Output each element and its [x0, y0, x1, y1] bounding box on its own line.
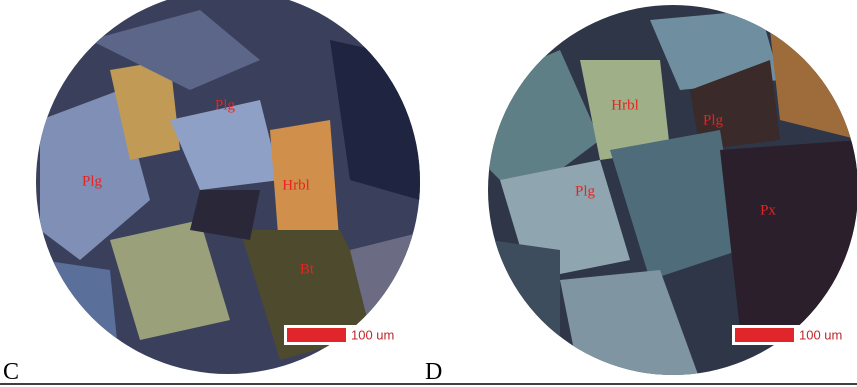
mineral-label: Plg [215, 97, 236, 113]
mineral-label: Bt [300, 261, 315, 277]
mineral-label: Plg [82, 173, 103, 189]
scale-bar-label: 100 um [351, 327, 394, 342]
panel-letter: D [425, 359, 442, 385]
mineral-label: Px [760, 202, 776, 218]
panel-letter: C [3, 359, 19, 385]
mineral-label: Hrbl [611, 97, 639, 113]
figure: Plg Plg Hrbl Bt Hrbl Plg Plg Px 100 um 1… [0, 0, 857, 387]
mineral-label: Plg [575, 183, 596, 199]
micrograph-d [480, 0, 857, 380]
mineral-label: Plg [703, 112, 724, 128]
mineral-label: Hrbl [282, 177, 310, 193]
scale-bar [287, 328, 346, 342]
scale-bar-label: 100 um [799, 327, 842, 342]
scale-bar [735, 328, 794, 342]
